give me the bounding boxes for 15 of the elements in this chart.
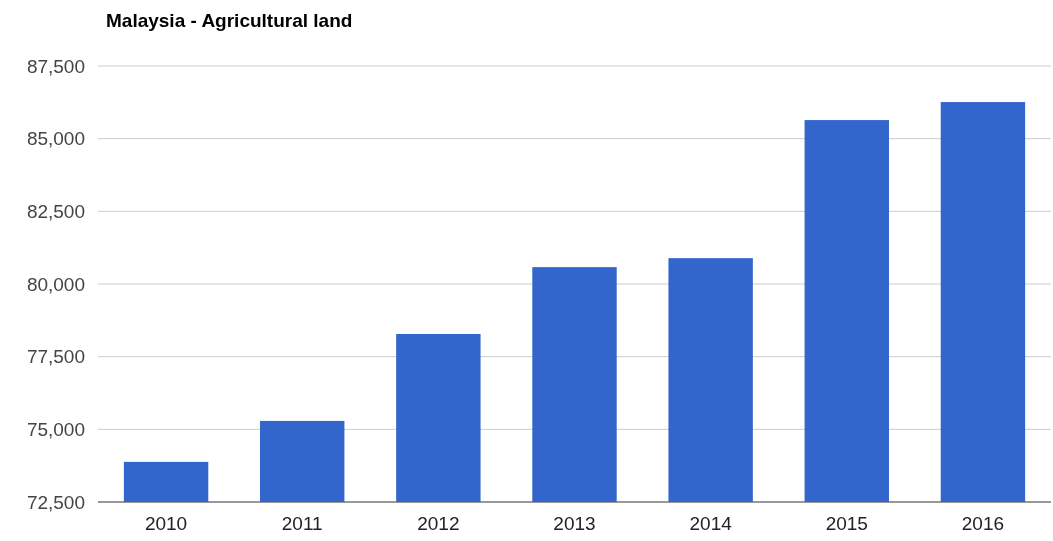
x-tick-label: 2012	[417, 513, 460, 534]
y-tick-label: 75,000	[26, 418, 85, 440]
y-tick-label: 80,000	[26, 273, 85, 295]
y-tick-label: 82,500	[26, 200, 85, 222]
y-tick-label: 77,500	[26, 346, 85, 368]
x-tick-label: 2013	[553, 513, 596, 534]
y-tick-label: 72,500	[26, 491, 85, 513]
y-tick-label: 87,500	[26, 55, 85, 77]
x-tick-label: 2016	[961, 513, 1005, 534]
x-tick-label: 2015	[825, 513, 868, 534]
x-tick-label: 2011	[281, 513, 323, 534]
x-tick-label: 2014	[689, 513, 733, 534]
x-tick-label: 2010	[144, 513, 188, 534]
y-tick-label: 85,000	[26, 128, 85, 150]
chart-title: Malaysia - Agricultural land	[106, 10, 353, 31]
